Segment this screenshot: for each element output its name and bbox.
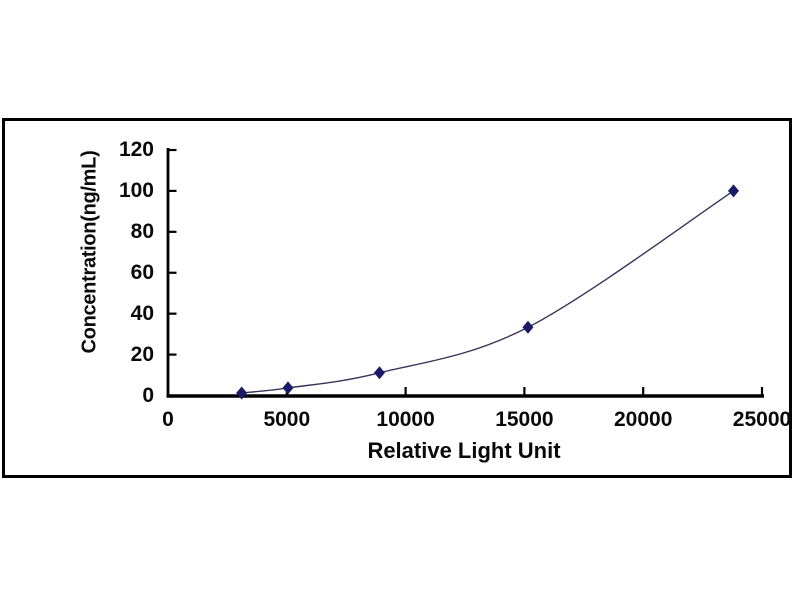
x-tick-label: 25000: [732, 408, 792, 431]
x-tick-label: 15000: [495, 408, 554, 431]
y-tick-label: 120: [118, 138, 154, 161]
y-axis-title: Concentration(ng/mL): [78, 150, 101, 354]
y-tick-label: 40: [130, 301, 154, 325]
x-tick-label: 0: [162, 408, 174, 431]
y-tick-label: 100: [118, 178, 154, 202]
x-tick-label: 5000: [263, 408, 311, 431]
y-tick-label: 80: [130, 219, 154, 243]
y-tick-label: 60: [130, 260, 154, 284]
y-tick-label: 0: [142, 383, 154, 407]
x-tick-label: 10000: [376, 408, 435, 431]
x-tick-label: 20000: [613, 408, 673, 431]
x-axis-title: Relative Light Unit: [367, 438, 561, 463]
y-tick-label: 20: [130, 342, 154, 366]
